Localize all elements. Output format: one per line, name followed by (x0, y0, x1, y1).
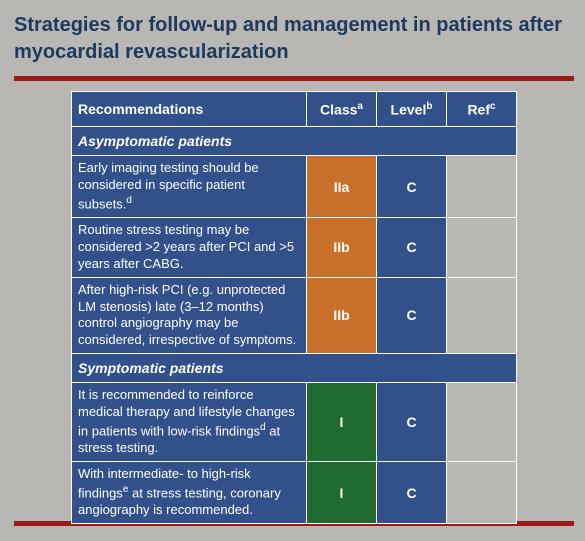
recommendation-cell: With intermediate- to high-risk findings… (72, 462, 307, 524)
ref-cell (447, 218, 517, 278)
recommendation-cell: It is recommended to reinforce medical t… (72, 383, 307, 462)
header-class: Classa (307, 92, 377, 127)
ref-cell (447, 383, 517, 462)
header-class-sup: a (357, 101, 363, 112)
class-cell: IIa (307, 156, 377, 218)
table-row: Early imaging testing should be consider… (72, 156, 517, 218)
ref-cell (447, 277, 517, 354)
recommendation-cell: Routine stress testing may be considered… (72, 218, 307, 278)
header-ref-sup: c (490, 101, 496, 112)
section-row: Symptomatic patients (72, 354, 517, 383)
level-cell: C (377, 462, 447, 524)
footnote-superscript: d (126, 195, 132, 206)
table-body: Asymptomatic patientsEarly imaging testi… (72, 127, 517, 524)
level-cell: C (377, 218, 447, 278)
section-row: Asymptomatic patients (72, 127, 517, 156)
header-level-sup: b (426, 101, 432, 112)
table-header: Recommendations Classa Levelb Refc (72, 92, 517, 127)
header-class-label: Class (320, 101, 357, 117)
class-cell: IIb (307, 218, 377, 278)
page-title: Strategies for follow-up and management … (14, 12, 571, 66)
header-ref: Refc (447, 92, 517, 127)
ref-cell (447, 462, 517, 524)
header-level: Levelb (377, 92, 447, 127)
level-cell: C (377, 156, 447, 218)
recommendations-table: Recommendations Classa Levelb Refc Asymp… (71, 91, 517, 524)
level-cell: C (377, 383, 447, 462)
recommendation-cell: Early imaging testing should be consider… (72, 156, 307, 218)
header-ref-label: Ref (467, 101, 490, 117)
footnote-superscript: e (123, 484, 129, 495)
header-level-label: Level (391, 101, 427, 117)
class-cell: I (307, 462, 377, 524)
class-cell: I (307, 383, 377, 462)
class-cell: IIb (307, 277, 377, 354)
table-frame: Recommendations Classa Levelb Refc Asymp… (14, 76, 574, 526)
table-row: With intermediate- to high-risk findings… (72, 462, 517, 524)
ref-cell (447, 156, 517, 218)
level-cell: C (377, 277, 447, 354)
header-recommendations: Recommendations (72, 92, 307, 127)
table-row: It is recommended to reinforce medical t… (72, 383, 517, 462)
table-row: After high-risk PCI (e.g. unprotected LM… (72, 277, 517, 354)
recommendation-cell: After high-risk PCI (e.g. unprotected LM… (72, 277, 307, 354)
footnote-superscript: d (260, 422, 266, 433)
page: Strategies for follow-up and management … (0, 0, 585, 541)
header-rec-label: Recommendations (78, 101, 203, 117)
table-row: Routine stress testing may be considered… (72, 218, 517, 278)
